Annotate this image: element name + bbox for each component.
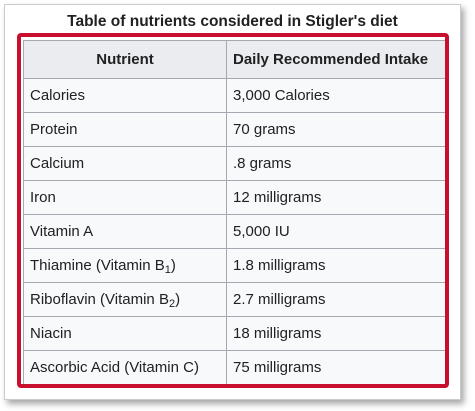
nutrient-name: Calcium (30, 155, 85, 172)
intake-cell: 3,000 Calories (226, 78, 446, 113)
intake-cell: 1.8 milligrams (226, 248, 446, 283)
table-row: Calcium .8 grams (23, 146, 446, 181)
table-viewport: Nutrient Daily Recommended Intake Calori… (23, 40, 446, 384)
header-nutrient: Nutrient (23, 40, 227, 79)
intake-cell: .8 grams (226, 146, 446, 181)
nutrient-name: Niacin (30, 325, 72, 342)
table-row: Riboflavin (Vitamin B2) 2.7 milligrams (23, 282, 446, 317)
intake-cell: 12 milligrams (226, 180, 446, 215)
nutrient-name: Iron (30, 189, 56, 206)
nutrient-name: Vitamin A (30, 223, 94, 240)
nutrient-name: Calories (30, 87, 86, 104)
nutrient-name: Protein (30, 121, 78, 138)
screenshot-frame: Table of nutrients considered in Stigler… (4, 4, 461, 400)
nutrient-subscript: 2 (168, 298, 176, 310)
intake-cell: 5,000 IU (226, 214, 446, 249)
nutrient-subscript: 1 (164, 264, 171, 276)
table-row: Protein 70 grams (23, 112, 446, 147)
intake-cell: 2.7 milligrams (226, 282, 446, 317)
nutrient-cell: Calories (23, 78, 227, 113)
table-row: Thiamine (Vitamin B1) 1.8 milligrams (23, 248, 446, 283)
intake-cell: 18 milligrams (226, 316, 446, 351)
nutrient-cell: Protein (23, 112, 227, 147)
nutrient-name: Riboflavin (Vitamin B (30, 291, 169, 308)
nutrient-cell: Calcium (23, 146, 227, 181)
nutrient-name: Ascorbic Acid (Vitamin C) (30, 359, 199, 376)
header-daily-intake: Daily Recommended Intake (226, 40, 446, 79)
nutrients-table: Nutrient Daily Recommended Intake Calori… (23, 40, 446, 384)
table-row: Niacin 18 milligrams (23, 316, 446, 351)
table-caption: Table of nutrients considered in Stigler… (67, 13, 398, 30)
nutrient-suffix: ) (175, 291, 181, 308)
table-body: Calories 3,000 Calories Protein 70 grams Cal… (23, 78, 446, 384)
nutrient-cell: Ascorbic Acid (Vitamin C) (23, 350, 227, 384)
nutrient-name: Thiamine (Vitamin B (30, 257, 165, 274)
nutrient-suffix: ) (170, 257, 176, 274)
intake-cell: 75 milligrams (226, 350, 446, 384)
nutrient-cell: Riboflavin (Vitamin B2) (23, 282, 227, 317)
nutrient-cell: Iron (23, 180, 227, 215)
nutrient-cell: Thiamine (Vitamin B1) (23, 248, 227, 283)
table-row: Ascorbic Acid (Vitamin C) 75 milligrams (23, 350, 446, 384)
intake-cell: 70 grams (226, 112, 446, 147)
table-row: Vitamin A 5,000 IU (23, 214, 446, 249)
nutrient-cell: Vitamin A (23, 214, 227, 249)
table-row: Iron 12 milligrams (23, 180, 446, 215)
table-row: Calories 3,000 Calories (23, 78, 446, 113)
header-row: Nutrient Daily Recommended Intake (23, 40, 446, 79)
nutrient-cell: Niacin (23, 316, 227, 351)
